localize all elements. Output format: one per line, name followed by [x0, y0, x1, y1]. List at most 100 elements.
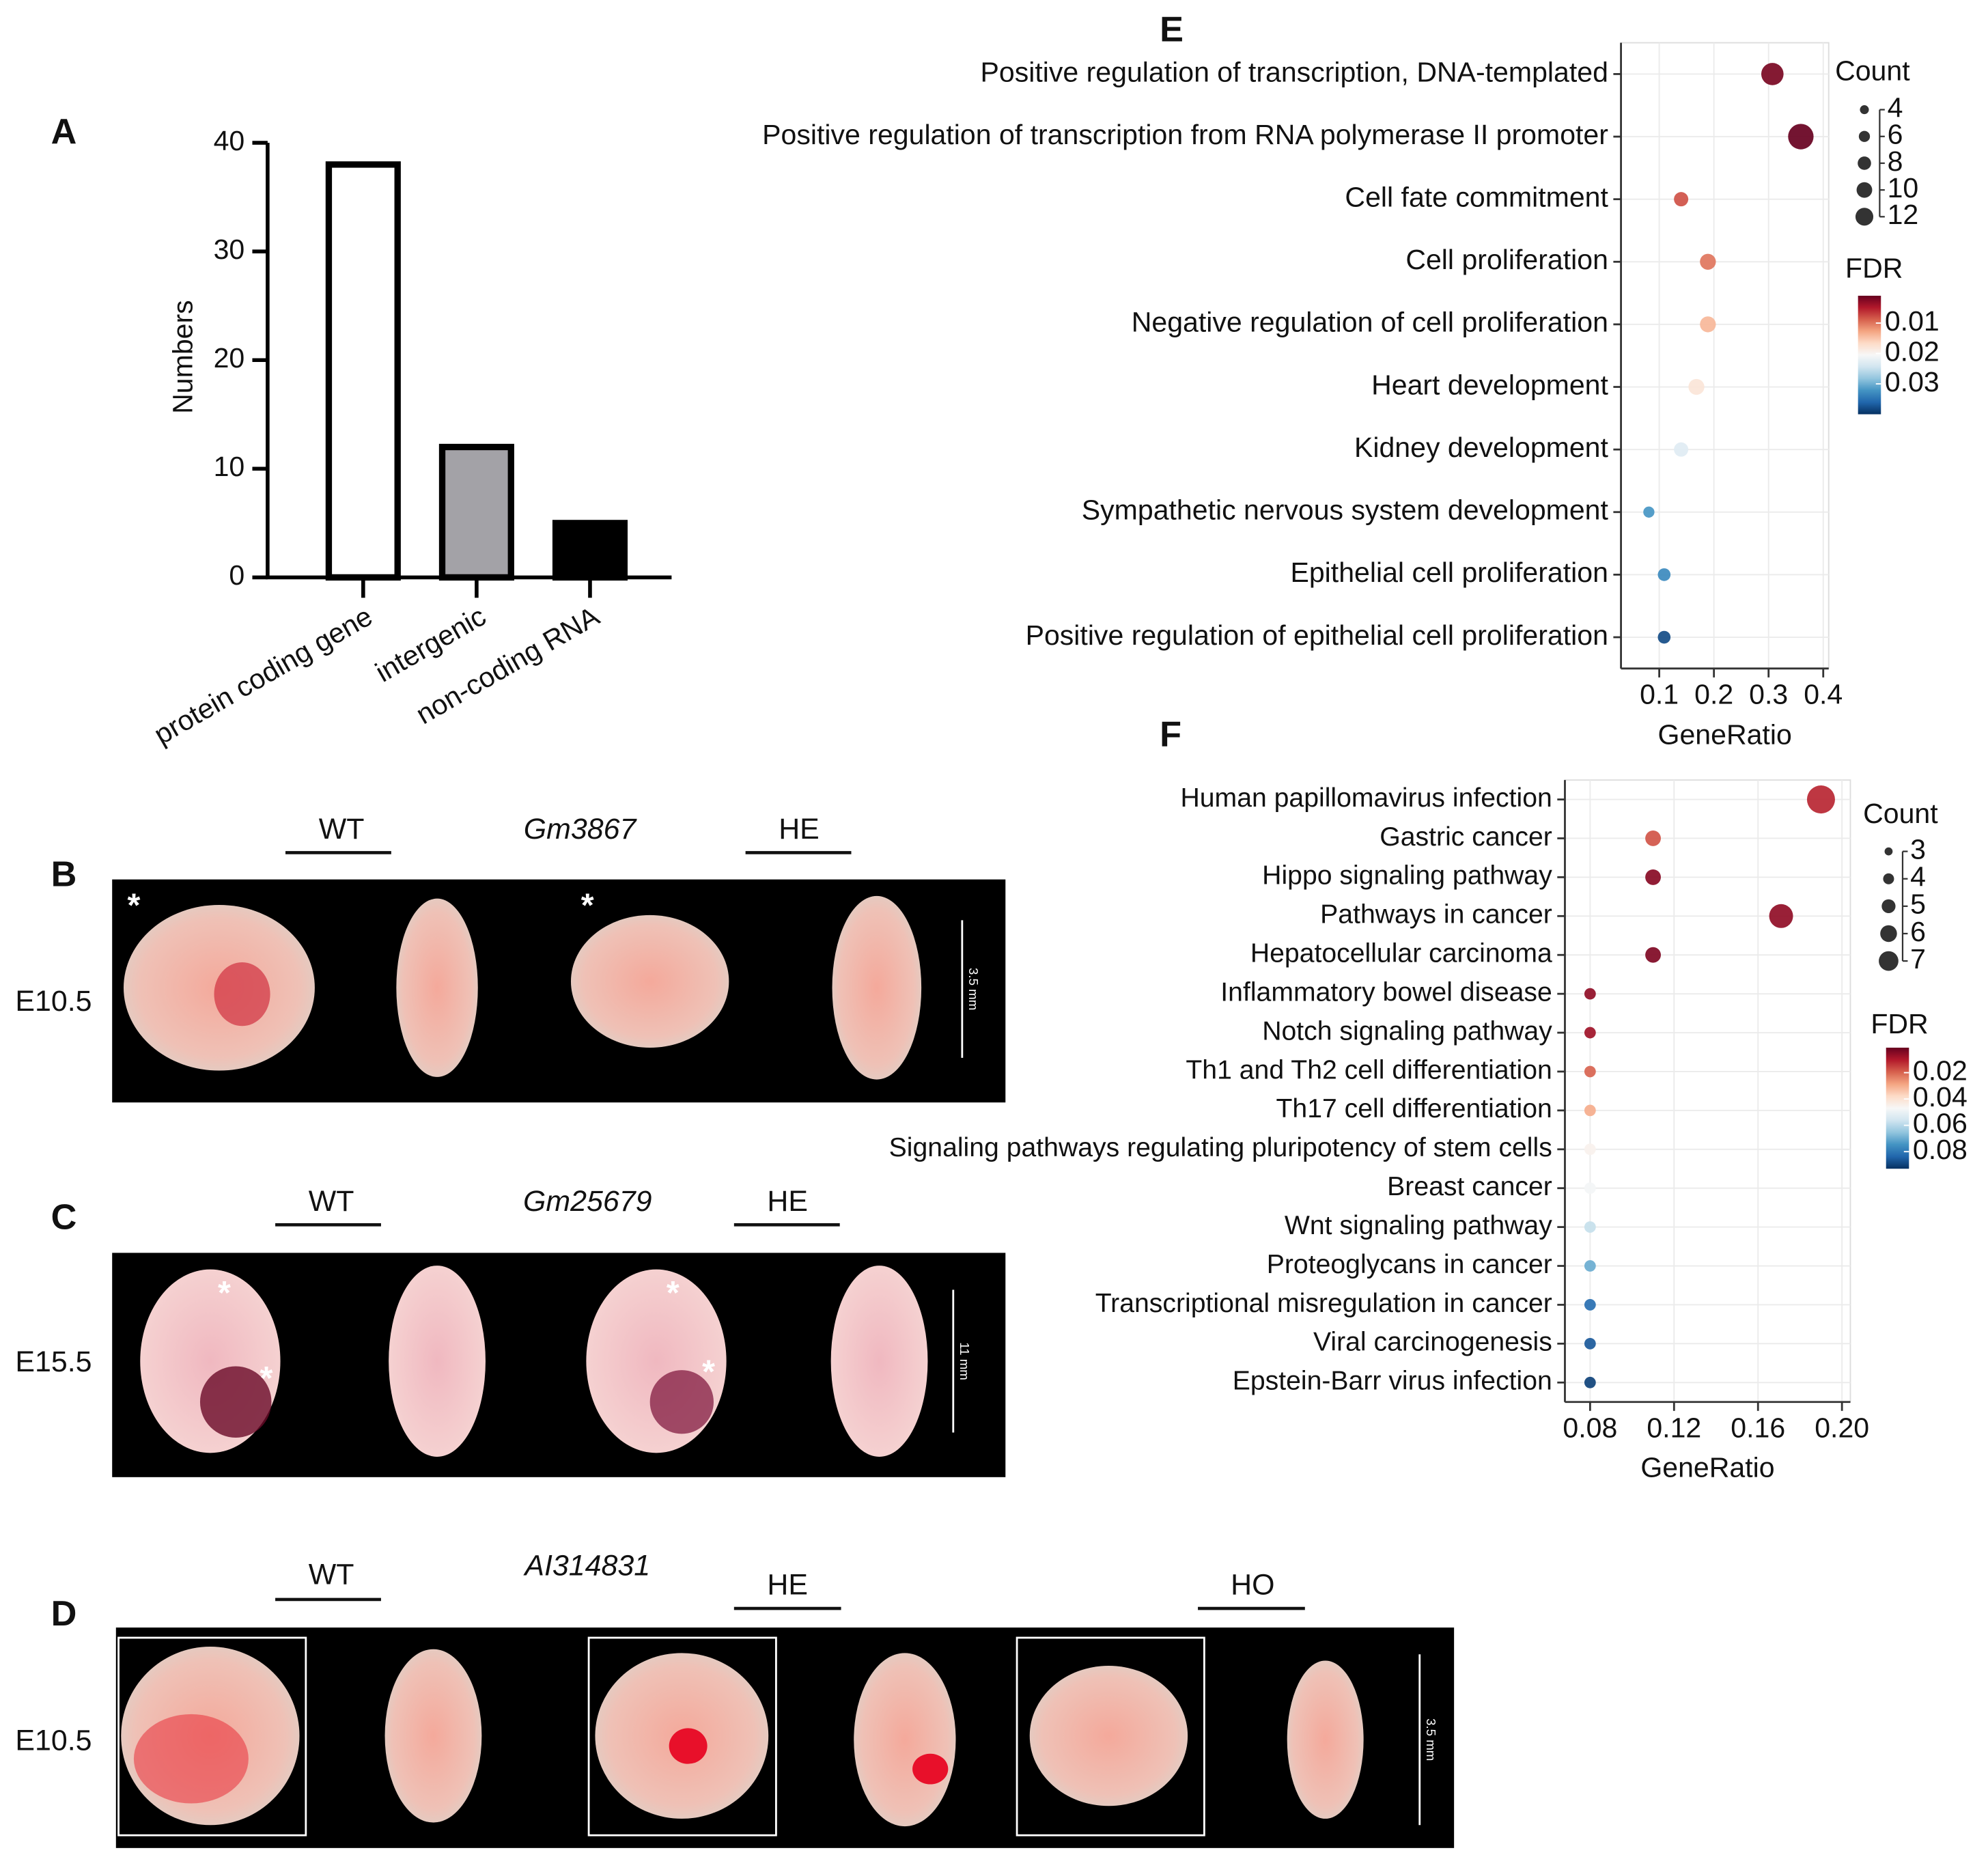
y-tick-label: Th1 and Th2 cell differentiation [1186, 1055, 1552, 1085]
y-tick-label: Breast cancer [1387, 1172, 1552, 1201]
x-tick-label: 0.2 [1694, 679, 1733, 710]
group-label: HE [767, 1569, 808, 1602]
dot [1769, 904, 1793, 928]
embryo [1029, 1665, 1188, 1806]
size-legend-dot [1860, 105, 1869, 115]
scale-label: 3.5 mm [966, 968, 981, 1010]
asterisk: * [218, 1274, 231, 1311]
embryo [832, 895, 922, 1080]
y-tick-label: Inflammatory bowel disease [1220, 977, 1552, 1007]
dot [1674, 442, 1689, 457]
x-tick-label: protein coding gene [149, 600, 378, 751]
x-tick-label: 0.16 [1731, 1412, 1785, 1444]
dot [1761, 63, 1784, 85]
y-axis-label: Numbers [167, 300, 198, 414]
size-legend-label: 3 [1910, 833, 1926, 865]
x-tick-label: 0.08 [1563, 1412, 1617, 1444]
dot [1700, 253, 1716, 270]
x-axis-label: GeneRatio [1658, 719, 1792, 751]
dot [1688, 378, 1705, 395]
scale-label: 3.5 mm [1424, 1718, 1438, 1761]
size-legend-title: Count [1835, 55, 1910, 86]
embryo [830, 1266, 928, 1457]
embryo [389, 1266, 486, 1457]
bar [325, 161, 401, 581]
y-tick-label: Kidney development [1354, 432, 1609, 463]
size-legend-dot [1858, 156, 1871, 170]
dot [1584, 1027, 1596, 1039]
plot-frame [1564, 779, 1851, 1403]
y-tick-label: 20 [214, 342, 245, 374]
size-legend-dot [1855, 208, 1874, 226]
x-tick-label: 0.3 [1749, 679, 1788, 710]
dot [1584, 1299, 1596, 1311]
dot [1657, 568, 1671, 581]
dot [1584, 1337, 1596, 1350]
panel-label: B [51, 855, 77, 895]
dot [1643, 506, 1655, 518]
y-tick-label: Positive regulation of transcription, DN… [980, 56, 1608, 87]
y-tick-label: 0 [229, 559, 244, 591]
y-tick-label: Cell proliferation [1405, 244, 1608, 275]
size-legend-label: 4 [1888, 92, 1903, 123]
y-tick-label: 10 [214, 451, 245, 482]
size-legend-dot [1880, 925, 1897, 943]
color-legend-title: FDR [1871, 1008, 1928, 1039]
group-label: WT [319, 813, 365, 846]
dot [1645, 830, 1661, 846]
panel-label: D [51, 1594, 77, 1634]
gene-label: Gm25679 [523, 1185, 652, 1218]
y-tick-label: Positive regulation of epithelial cell p… [1026, 619, 1608, 651]
y-tick-label: Cell fate commitment [1345, 182, 1608, 213]
stage-label: E15.5 [15, 1345, 92, 1378]
y-tick-label: Signaling pathways regulating pluripoten… [889, 1133, 1552, 1162]
y-tick-label: Positive regulation of transcription fro… [762, 119, 1608, 150]
dot [1788, 124, 1814, 150]
dot [1584, 1221, 1596, 1233]
asterisk: * [127, 887, 140, 924]
dot [1645, 947, 1661, 963]
scale-label: 11 mm [957, 1342, 972, 1380]
dot [1674, 192, 1689, 207]
bar [438, 443, 514, 581]
size-legend-label: 8 [1888, 145, 1903, 177]
embryo-liver [199, 1366, 272, 1438]
x-axis-label: GeneRatio [1640, 1451, 1774, 1483]
y-tick-label: Hippo signaling pathway [1262, 861, 1552, 891]
size-legend-dot [1856, 182, 1873, 198]
y-tick-label: Notch signaling pathway [1262, 1016, 1552, 1046]
colorbar [1858, 296, 1881, 415]
inset-box [117, 1636, 307, 1837]
dot [1700, 316, 1716, 333]
group-label: HO [1231, 1569, 1274, 1602]
embryo [854, 1653, 956, 1827]
colorbar-label: 0.01 [1885, 305, 1940, 337]
dot [1584, 1376, 1596, 1388]
size-legend-dot [1881, 899, 1896, 913]
panel-d: D WT AI314831 HE HO E10.5 3.5 mm [15, 1550, 1455, 1848]
dot [1584, 1260, 1596, 1272]
panel-label: C [51, 1198, 77, 1238]
x-tick-label: non-coding RNA [410, 600, 604, 730]
size-legend-dot [1883, 873, 1894, 884]
y-tick-label: Human papillomavirus infection [1180, 783, 1552, 813]
size-legend-label: 7 [1910, 943, 1926, 975]
y-tick-label: Th17 cell differentiation [1276, 1094, 1552, 1123]
size-legend-label: 12 [1888, 199, 1919, 230]
y-tick-label: Heart development [1371, 369, 1608, 400]
panel-b: B WT Gm3867 HE E10.5 * * 3.5 mm [15, 813, 1006, 1103]
y-tick-label: Epstein-Barr virus infection [1233, 1367, 1552, 1396]
embryo-heart [133, 1714, 249, 1804]
embryo-heart [669, 1728, 708, 1764]
x-tick-label: 0.1 [1640, 679, 1679, 710]
size-legend-label: 4 [1910, 861, 1926, 893]
embryo [396, 898, 478, 1077]
gene-label: AI314831 [522, 1550, 650, 1582]
size-legend-title: Count [1863, 798, 1938, 829]
colorbar [1886, 1047, 1909, 1169]
size-legend-label: 5 [1910, 889, 1926, 920]
size-legend-label: 6 [1888, 119, 1903, 150]
y-tick-label: Epithelial cell proliferation [1290, 557, 1608, 588]
color-legend-title: FDR [1845, 253, 1903, 284]
